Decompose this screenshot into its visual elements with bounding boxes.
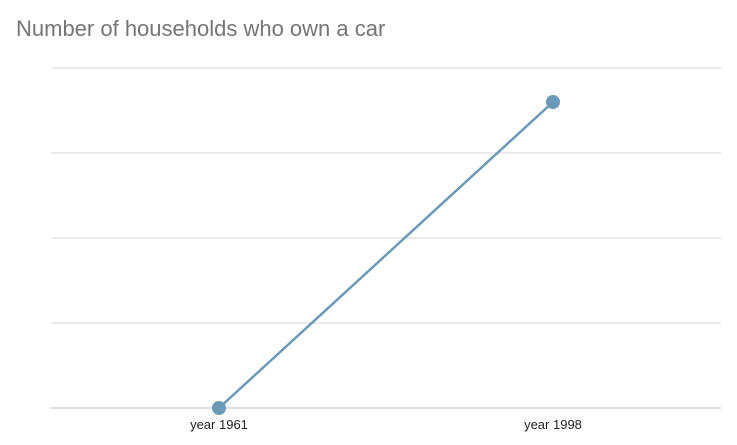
data-point — [546, 95, 560, 109]
x-tick-label: year 1998 — [524, 417, 582, 432]
x-axis-ticks: year 1961 year 1998 — [190, 417, 582, 432]
gridlines — [51, 67, 721, 409]
series-line — [218, 101, 554, 409]
data-point — [212, 401, 226, 415]
chart-title: Number of households who own a car — [16, 16, 386, 41]
series-layer — [212, 95, 560, 415]
x-tick-label: year 1961 — [190, 417, 248, 432]
